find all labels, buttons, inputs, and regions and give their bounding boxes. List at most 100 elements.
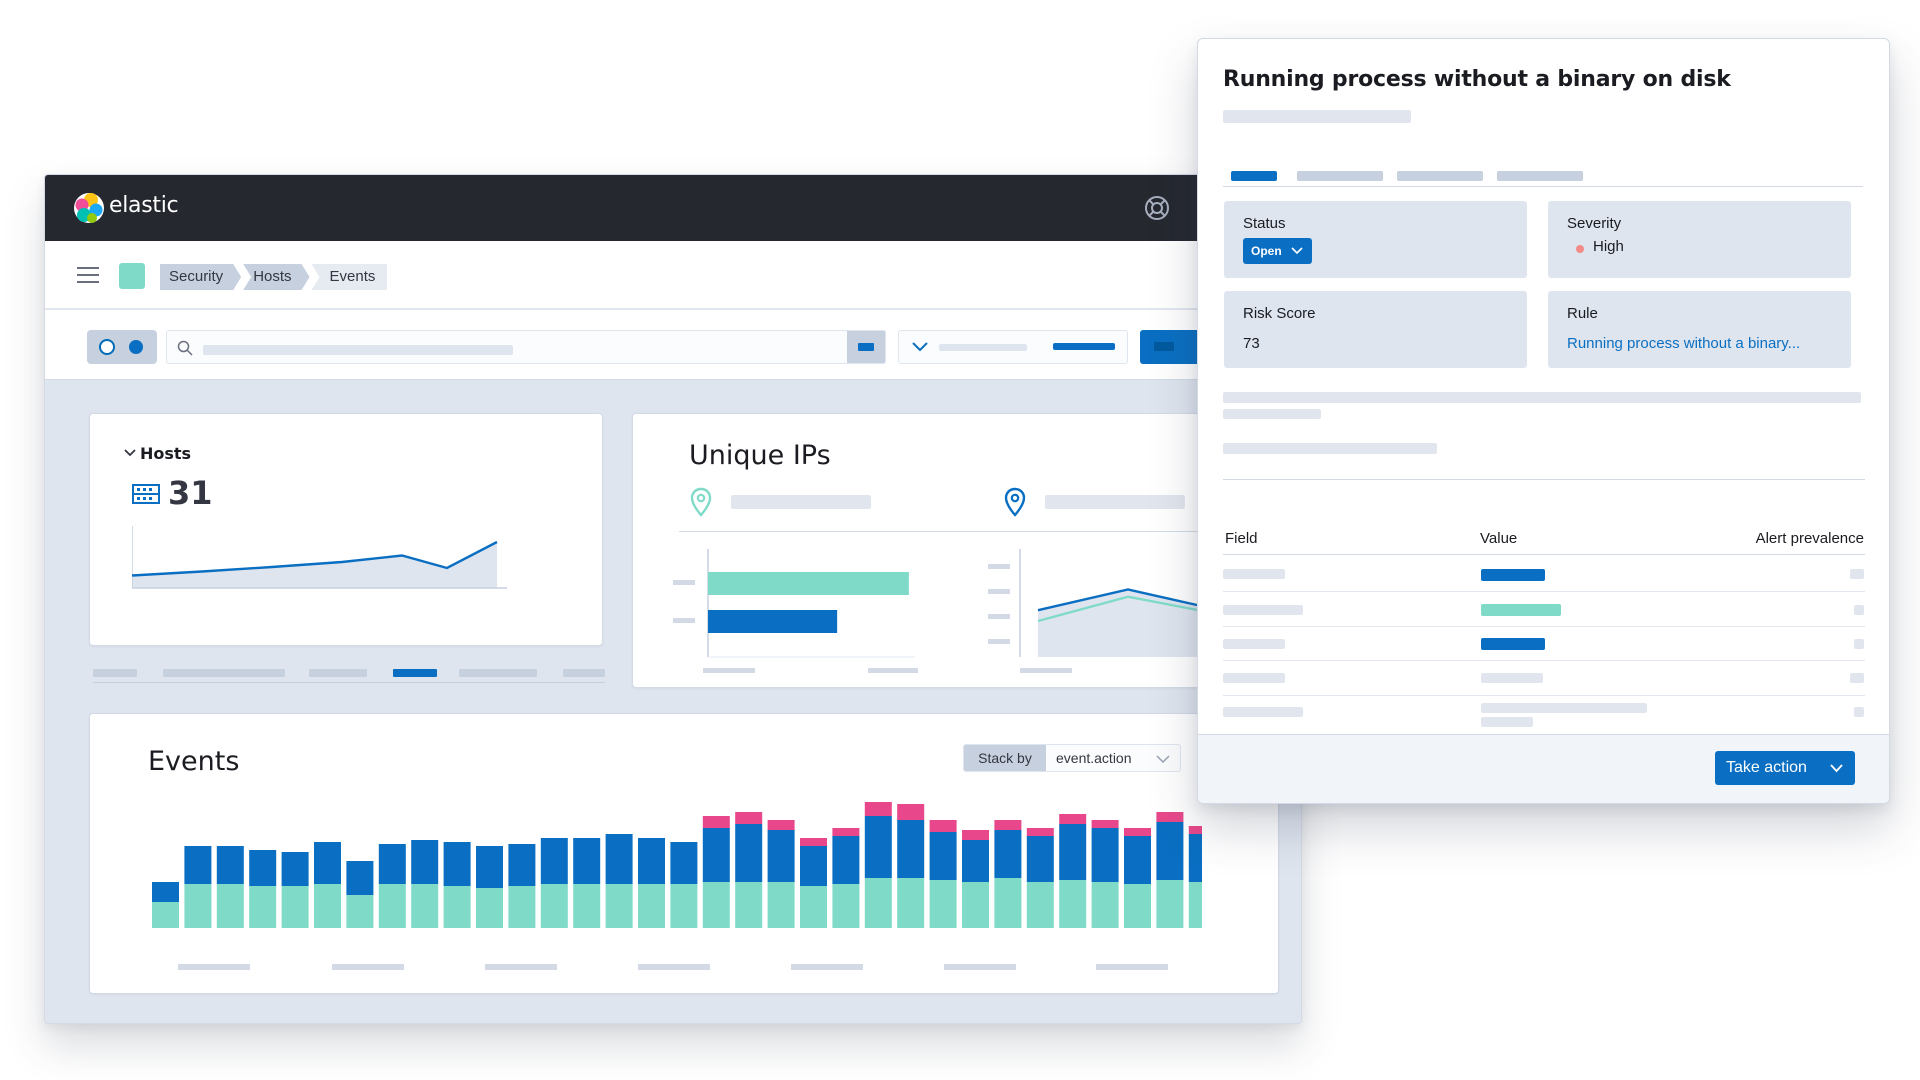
toggle-option-b[interactable] <box>129 340 143 354</box>
hosts-count: 31 <box>168 474 213 512</box>
event-bar-teal <box>443 886 471 928</box>
event-bar-teal <box>476 888 503 928</box>
take-action-button[interactable]: Take action <box>1715 751 1855 785</box>
event-bar-pink <box>1188 826 1202 834</box>
status-dropdown[interactable]: Open <box>1243 238 1312 264</box>
event-bar-blue <box>735 824 763 882</box>
area-tick-label <box>988 639 1010 644</box>
hosts-series-line <box>132 540 498 577</box>
event-bar-blue <box>573 838 601 884</box>
tab-1[interactable] <box>93 669 137 677</box>
breadcrumb-events: Events <box>311 264 388 290</box>
chevron-down-icon[interactable] <box>124 449 136 457</box>
value-column-header: Value <box>1480 530 1518 547</box>
destination-ips-area-chart <box>988 549 1209 673</box>
event-bar-teal <box>540 884 568 928</box>
tab-4[interactable] <box>393 669 437 677</box>
area-tick-label <box>988 589 1010 594</box>
event-bar-blue <box>702 828 730 882</box>
event-bar-blue <box>378 844 406 884</box>
event-bar-blue <box>508 844 536 886</box>
event-bar-teal <box>767 882 795 928</box>
event-bar-teal <box>1026 882 1054 928</box>
event-bar-pink <box>864 802 892 816</box>
alert-details-flyout: Running process without a binary on disk… <box>1197 38 1890 804</box>
event-bar-blue <box>216 846 244 884</box>
event-bar-pink <box>962 830 989 840</box>
event-bar-teal <box>508 886 536 928</box>
date-range-end <box>1053 343 1115 350</box>
search-input[interactable] <box>166 330 886 364</box>
event-bar-pink <box>897 804 925 820</box>
field-column-header: Field <box>1225 530 1258 547</box>
rule-link[interactable]: Running process without a binary... <box>1567 335 1801 352</box>
help-lifebuoy-icon[interactable] <box>1144 195 1170 221</box>
event-bar-blue <box>249 850 277 886</box>
event-bar-blue <box>800 846 827 886</box>
event-bar-teal <box>994 878 1022 928</box>
event-bar-teal <box>216 884 244 928</box>
rule-card: Rule Running process without a binary... <box>1548 291 1851 368</box>
hamburger-menu-icon[interactable] <box>77 267 99 283</box>
event-x-tick-label <box>178 964 250 970</box>
event-bar-pink <box>702 816 730 828</box>
event-x-tick-label <box>485 964 557 970</box>
event-bar-blue <box>443 842 471 886</box>
event-bar-teal <box>638 884 665 928</box>
hosts-title: Hosts <box>140 444 192 463</box>
breadcrumb: Security Hosts Events <box>160 264 389 290</box>
events-panel: Events Stack by event.action <box>89 713 1279 994</box>
destination-ip-label-placeholder <box>1045 495 1185 509</box>
alert-subtitle-placeholder <box>1223 110 1411 123</box>
security-app-window: elastic Security Hosts Events <box>44 174 1302 1024</box>
tab-2[interactable] <box>163 669 285 677</box>
breadcrumb-security[interactable]: Security <box>160 264 241 290</box>
event-bar-pink <box>1091 820 1119 828</box>
event-bar-blue <box>346 861 374 895</box>
search-icon <box>177 340 193 356</box>
tab-json[interactable] <box>1397 171 1483 181</box>
tab-threat[interactable] <box>1497 171 1583 181</box>
hosts-sparkline-chart <box>132 526 507 589</box>
event-bar-teal <box>314 884 341 928</box>
stack-by-select[interactable]: Stack by event.action <box>963 744 1181 772</box>
event-x-tick-label <box>332 964 404 970</box>
event-bar-teal <box>1091 882 1119 928</box>
event-bar-blue <box>540 838 568 884</box>
area-tick-label <box>988 564 1010 569</box>
app-icon <box>119 263 145 289</box>
event-x-tick-label <box>791 964 863 970</box>
area-series-blue <box>1037 588 1209 612</box>
event-bar-teal <box>1059 880 1087 928</box>
event-bar-teal <box>800 886 827 928</box>
breadcrumb-hosts[interactable]: Hosts <box>243 264 309 290</box>
event-bar-blue <box>605 834 633 884</box>
event-bar-pink <box>800 838 827 846</box>
tab-overview[interactable] <box>1231 171 1277 181</box>
severity-label: Severity <box>1567 215 1622 232</box>
event-bar-pink <box>735 812 763 824</box>
tab-6[interactable] <box>563 669 605 677</box>
stack-by-value: event.action <box>1056 750 1132 766</box>
date-picker[interactable] <box>898 330 1128 364</box>
event-bar-teal <box>411 884 439 928</box>
take-action-label: Take action <box>1726 759 1807 776</box>
hosts-tabs <box>93 661 605 683</box>
tab-5[interactable] <box>459 669 537 677</box>
event-x-tick-label <box>638 964 710 970</box>
alert-title: Running process without a binary on disk <box>1223 67 1731 92</box>
rule-label: Rule <box>1567 305 1598 322</box>
tab-3[interactable] <box>309 669 367 677</box>
query-language-toggle[interactable] <box>87 330 157 364</box>
filter-button[interactable] <box>847 331 885 363</box>
event-bar-blue <box>994 830 1022 878</box>
elastic-logo-icon[interactable] <box>72 191 106 225</box>
unique-ips-panel: Unique IPs <box>632 413 1301 688</box>
event-bar-blue <box>832 836 860 884</box>
tab-table[interactable] <box>1297 171 1383 181</box>
event-bar-blue <box>767 830 795 882</box>
severity-value: High <box>1593 238 1624 255</box>
event-bar-teal <box>573 884 601 928</box>
toggle-option-a[interactable] <box>99 339 115 355</box>
event-bar-teal <box>962 882 989 928</box>
